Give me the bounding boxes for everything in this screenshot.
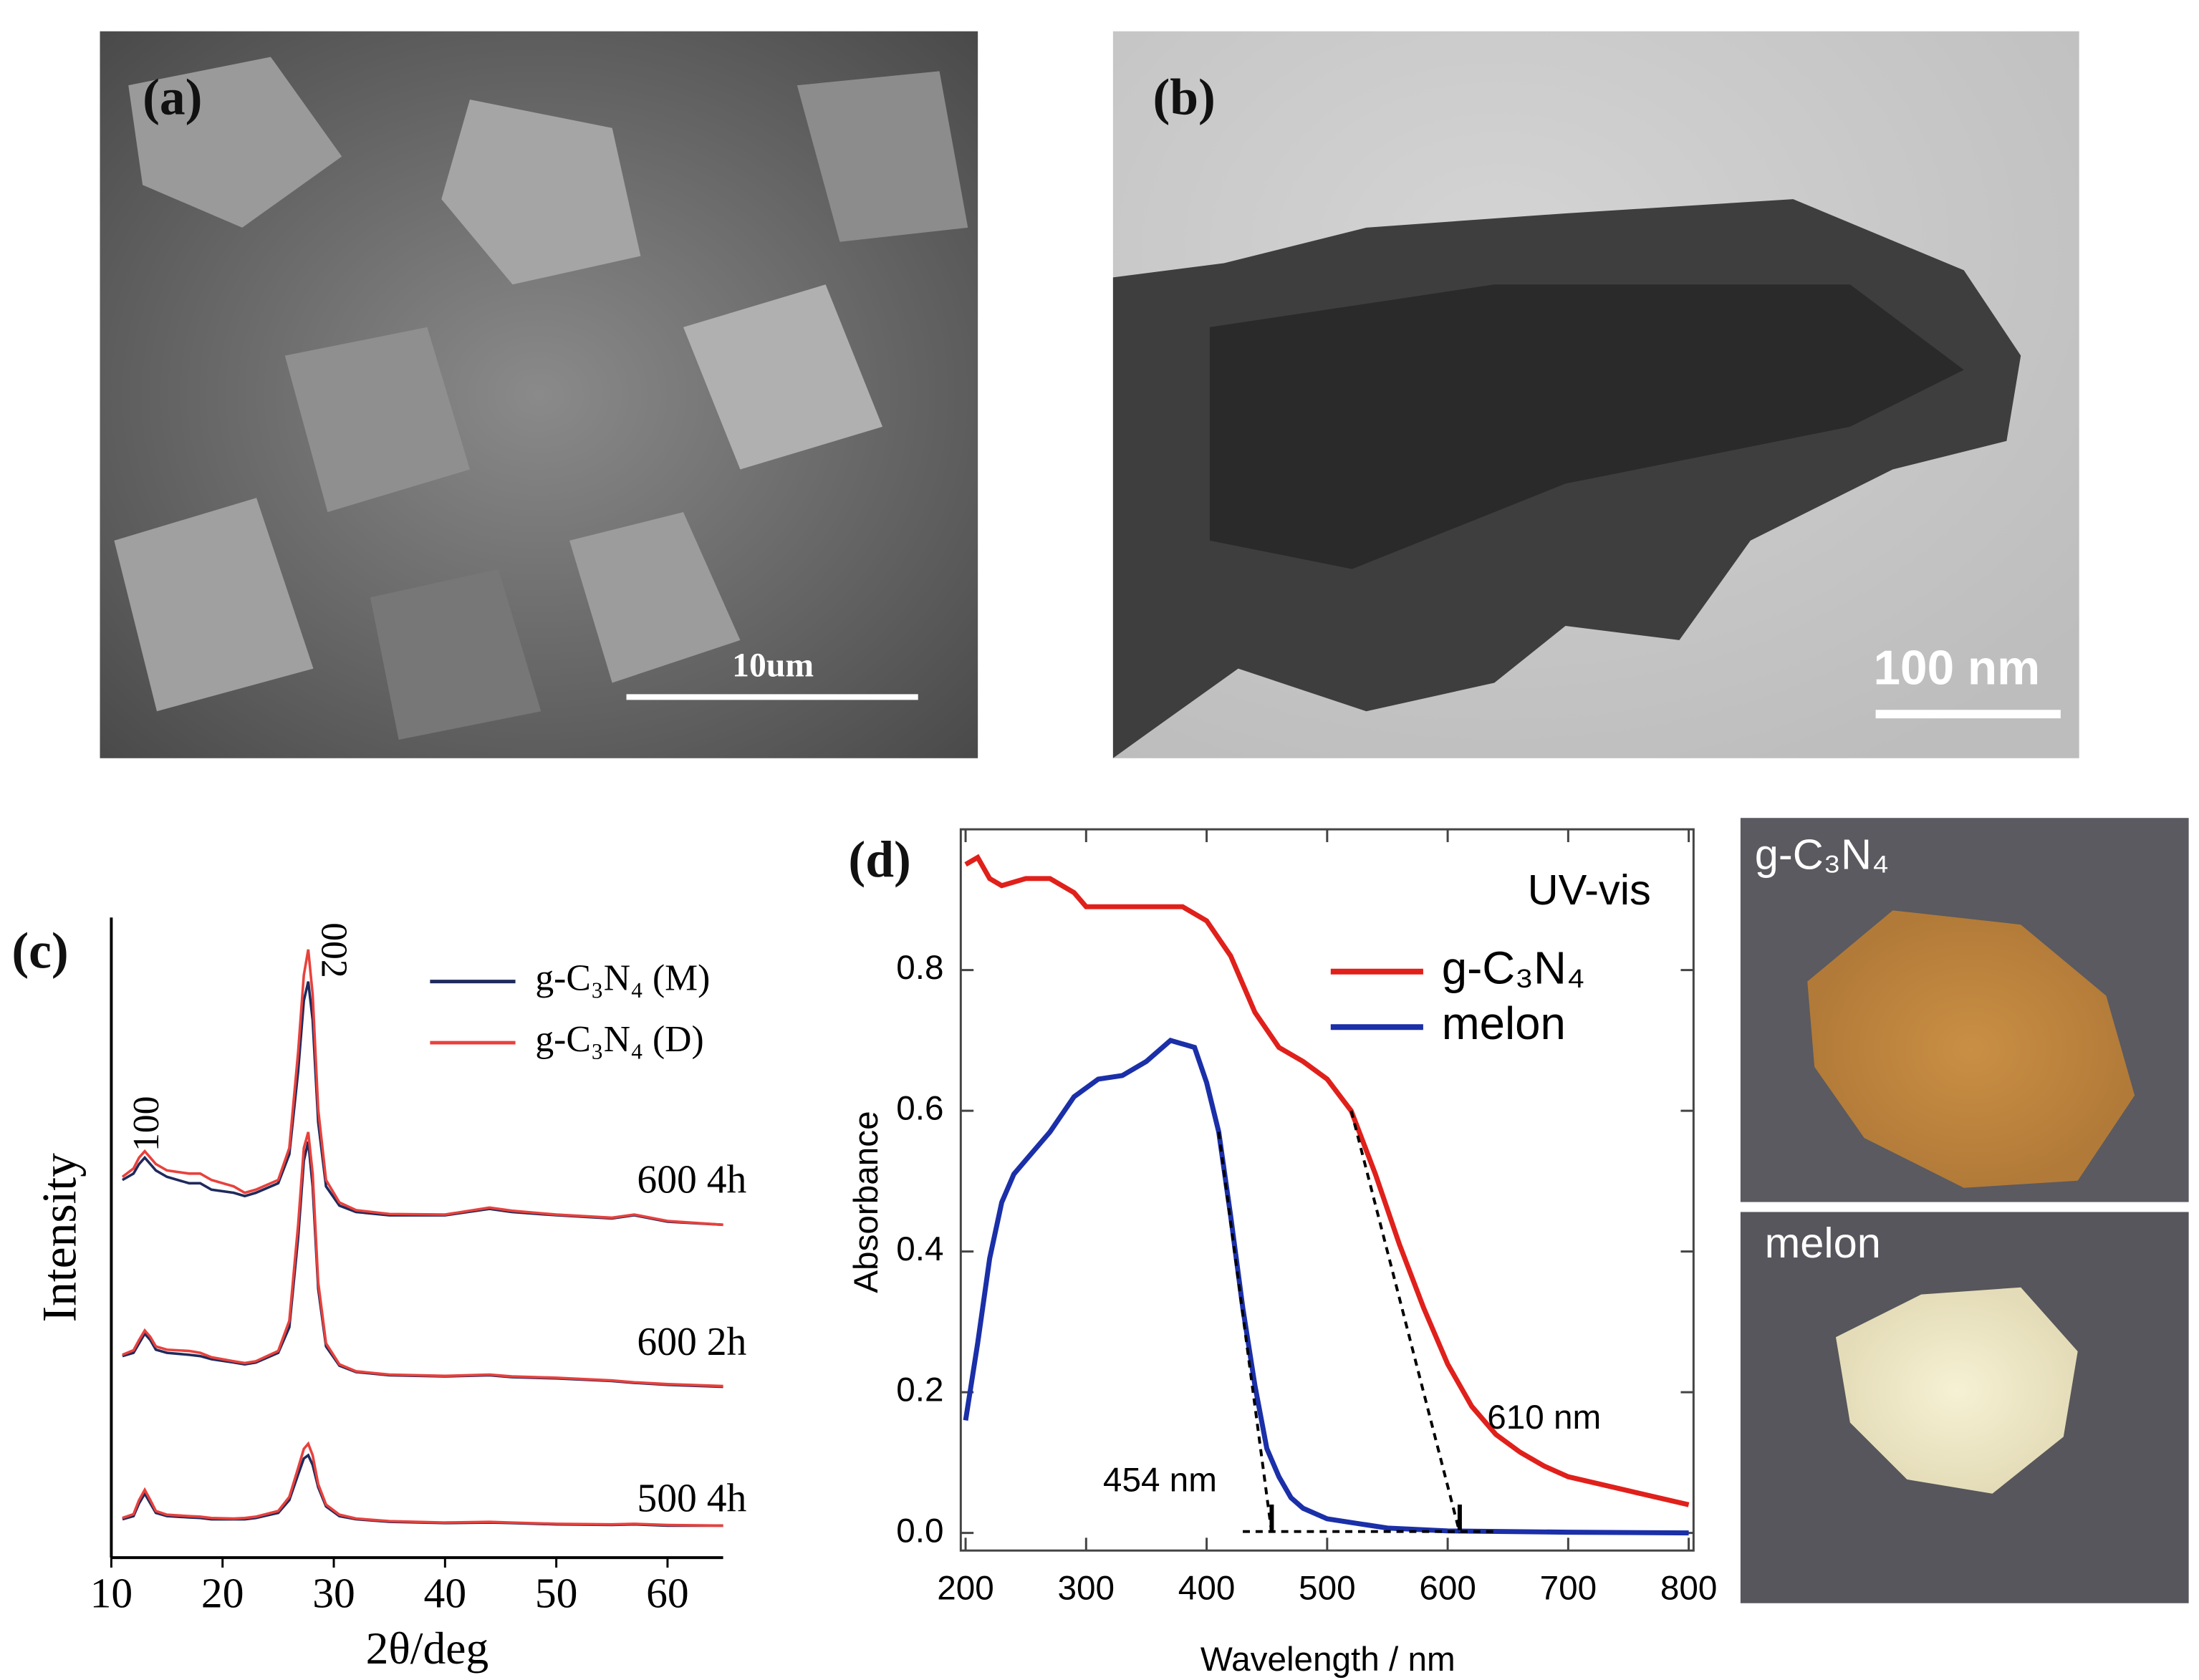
xrd-curve [122, 981, 723, 1227]
y-tick-label: 0.4 [896, 1230, 943, 1268]
x-tick-label: 600 [1419, 1569, 1476, 1607]
xrd-curve [121, 949, 723, 1227]
x-tick-label: 30 [312, 1569, 355, 1616]
y-axis-title: Absorbance [847, 1111, 885, 1293]
panel-label: (a) [143, 69, 202, 125]
x-tick-label: 60 [646, 1569, 689, 1616]
legend-label: melon [1442, 998, 1566, 1049]
x-tick-label: 300 [1058, 1569, 1115, 1607]
x-axis-title: 2θ/deg [366, 1623, 489, 1674]
x-tick-label: 50 [535, 1569, 578, 1616]
x-tick-label: 200 [937, 1569, 994, 1607]
scale-bar-label: 10um [732, 647, 814, 685]
x-tick-label: 500 [1299, 1569, 1356, 1607]
peak-label: 002 [313, 922, 354, 977]
tangent-line [1217, 1131, 1274, 1533]
x-tick-label: 700 [1540, 1569, 1597, 1607]
tem-image: (b) 100 nm [1112, 31, 2079, 758]
curve-label: 600 2h [637, 1320, 746, 1364]
chart-title: UV-vis [1528, 866, 1651, 914]
panel-label: (d) [848, 831, 910, 888]
legend-label: g-C₃N₄ (M) [535, 957, 710, 998]
legend-label: g-C₃N₄ (D) [535, 1019, 703, 1060]
photo-label: melon [1765, 1219, 1881, 1267]
y-tick-label: 0.8 [896, 949, 943, 987]
curve-label: 600 4h [637, 1157, 746, 1202]
legend-label: g-C₃N₄ [1442, 943, 1585, 994]
peak-label: 100 [126, 1096, 167, 1152]
y-tick-label: 0.0 [896, 1512, 943, 1550]
scale-bar-label: 100 nm [1873, 641, 2040, 695]
y-tick-label: 0.6 [896, 1090, 943, 1128]
xrd-curve [122, 1131, 723, 1388]
x-tick-label: 40 [424, 1569, 467, 1616]
tangent-line [1349, 1110, 1461, 1534]
xrd-curve [122, 1441, 723, 1527]
onset-label: 454 nm [1103, 1461, 1217, 1499]
x-axis-title: Wavelength / nm [1200, 1641, 1455, 1679]
y-axis-title: Intensity [32, 1153, 86, 1323]
x-tick-label: 400 [1178, 1569, 1236, 1607]
panel-label: (b) [1153, 69, 1215, 125]
y-tick-label: 0.2 [896, 1371, 943, 1409]
onset-label: 610 nm [1487, 1399, 1601, 1437]
curve-label: 500 4h [637, 1476, 746, 1520]
x-tick-label: 20 [201, 1569, 244, 1616]
sample-photos: g-C₃N₄ melon [1740, 818, 2189, 1603]
xrd-curve [122, 1453, 723, 1527]
xrd-curve [122, 1141, 723, 1389]
x-tick-label: 800 [1660, 1569, 1718, 1607]
absorbance-curve [964, 854, 1690, 1507]
absorbance-curve [963, 1038, 1689, 1536]
photo-label: g-C₃N₄ [1755, 831, 1890, 879]
x-tick-label: 10 [90, 1569, 133, 1616]
sem-image: (a) 10um [100, 31, 978, 758]
plot-frame [959, 828, 1695, 1552]
panel-label: (c) [11, 922, 68, 979]
